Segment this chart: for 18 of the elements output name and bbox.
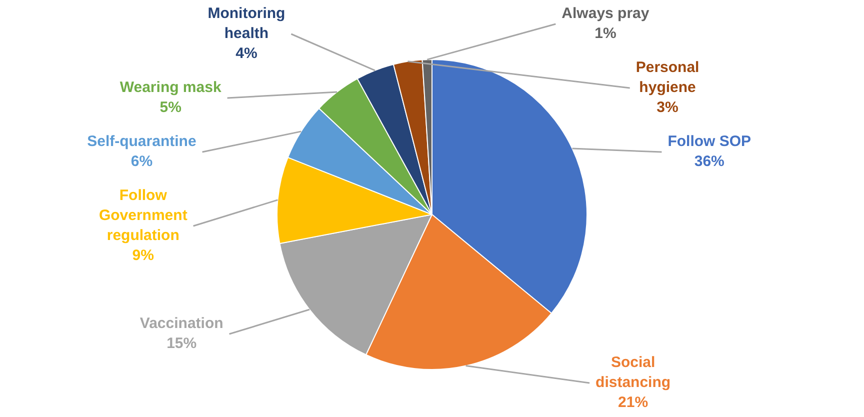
slice-label: Social distancing xyxy=(596,354,671,392)
slice-label: Follow Government regulation xyxy=(98,187,188,244)
data-label: 4% xyxy=(236,45,258,62)
data-label: 1% xyxy=(594,25,616,42)
data-label: 6% xyxy=(130,153,153,170)
slice-label: Monitoring health xyxy=(208,5,286,42)
data-label: 21% xyxy=(618,394,648,412)
slice-label: Self-quarantine xyxy=(87,133,196,150)
data-label: 5% xyxy=(160,99,182,116)
data-label: 3% xyxy=(656,99,678,116)
data-label: 36% xyxy=(694,153,724,170)
slice-label: Vaccination xyxy=(140,315,224,332)
data-label: 15% xyxy=(166,335,197,352)
slice-label: Follow SOP xyxy=(668,133,752,150)
slice-label: Personal hygiene xyxy=(636,59,700,96)
slice-label: Always pray xyxy=(562,5,650,22)
slice-label: Wearing mask xyxy=(120,79,222,96)
data-label: 9% xyxy=(132,247,154,264)
